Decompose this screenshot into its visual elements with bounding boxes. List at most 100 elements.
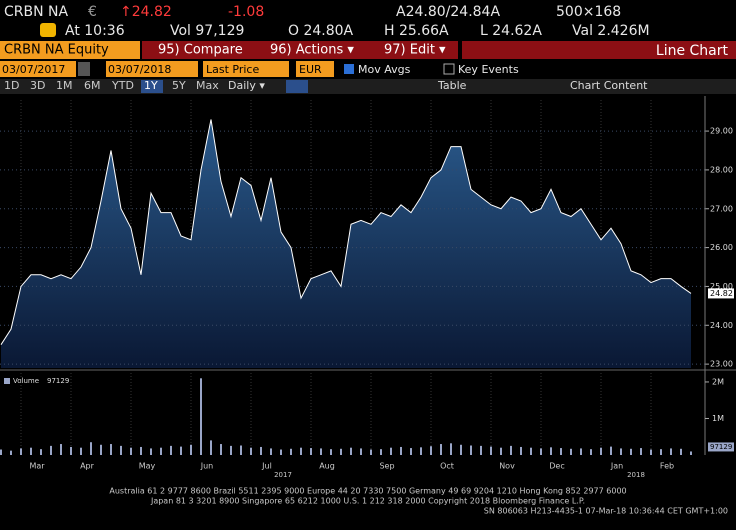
x-tick-label: Dec: [549, 462, 564, 471]
volume-bar: [470, 445, 472, 455]
compare-button[interactable]: 95) Compare: [158, 43, 243, 58]
y-tick-label: 27.00: [710, 204, 733, 213]
volume-legend-swatch: [4, 378, 10, 384]
calendar-icon[interactable]: [78, 62, 90, 76]
volume-bar: [40, 449, 42, 455]
volume-bar: [70, 446, 72, 455]
x-tick-label: Mar: [29, 462, 45, 471]
volume-bar: [400, 446, 402, 455]
period-highlight: [141, 80, 163, 93]
line-tool[interactable]: [286, 80, 308, 93]
volume-bar: [580, 448, 582, 455]
currency-box[interactable]: [296, 61, 334, 77]
actions-button[interactable]: 96) Actions ▾: [270, 43, 354, 58]
mov-avgs-checkbox[interactable]: [344, 64, 354, 74]
field-box[interactable]: [203, 61, 289, 77]
end-date: 03/07/2018: [108, 63, 171, 76]
volume-bar: [390, 447, 392, 455]
x-tick-label: Jun: [200, 462, 214, 471]
volume-bar: [200, 378, 202, 455]
y2-tick-label: 2M: [712, 377, 724, 386]
frequency[interactable]: Daily ▾: [228, 79, 265, 92]
volume-bar: [260, 446, 262, 455]
volume-bar: [430, 446, 432, 455]
chart-type[interactable]: Line Chart: [656, 43, 729, 59]
y-tick-label: 26.00: [710, 243, 733, 252]
volume-bar: [670, 448, 672, 455]
volume-bar: [600, 447, 602, 455]
volume-legend-value: 97129: [47, 377, 69, 385]
volume-bar: [110, 444, 112, 455]
volume-bar: [180, 446, 182, 455]
volume-bar: [170, 445, 172, 455]
year-label: 2018: [627, 471, 645, 479]
volume-bar: [90, 442, 92, 455]
security: CRBN NA Equity: [4, 43, 109, 58]
volume-bar: [80, 447, 82, 455]
volume-bar: [0, 449, 2, 455]
toolbar: [0, 79, 736, 94]
y2-tick-label: 1M: [712, 414, 724, 423]
period-button[interactable]: 1Y: [144, 79, 158, 92]
y-tick-label: 28.00: [710, 165, 733, 174]
volume-bar: [500, 447, 502, 455]
last-price-badge: [708, 288, 734, 299]
ticker: CRBN NA: [4, 4, 69, 20]
volume-bar: [340, 448, 342, 455]
volume-bar: [100, 444, 102, 455]
period-button[interactable]: YTD: [111, 79, 134, 92]
security-box[interactable]: [0, 41, 140, 59]
volume-bar: [480, 445, 482, 455]
period-button[interactable]: 1M: [56, 79, 73, 92]
volume-bar: [640, 448, 642, 455]
size: 500×168: [556, 4, 621, 20]
mov-avgs: Mov Avgs: [358, 63, 411, 76]
table-button[interactable]: Table: [437, 79, 467, 92]
start-date-box[interactable]: [0, 61, 76, 77]
open: O 24.80A: [288, 23, 354, 39]
footer-line: SN 806063 H213-4435-1 07-Mar-18 10:36:44…: [484, 507, 728, 516]
volume-bar: [60, 444, 62, 455]
volume-bar: [160, 447, 162, 455]
volume-bar: [520, 446, 522, 455]
edit-button[interactable]: 97) Edit ▾: [384, 43, 446, 58]
volume-bar: [150, 448, 152, 455]
volume-bar: [50, 445, 52, 455]
period-button[interactable]: 3D: [30, 79, 45, 92]
volume-bar: [420, 447, 422, 455]
alert-icon[interactable]: [40, 23, 56, 37]
volume-bar: [370, 449, 372, 455]
period-button[interactable]: 5Y: [172, 79, 186, 92]
x-tick-label: May: [139, 462, 156, 471]
volume-bar: [630, 448, 632, 455]
value-traded: Val 2.426M: [572, 23, 650, 39]
volume-legend: Volume: [13, 377, 39, 385]
volume-bar: [310, 448, 312, 455]
volume-bar: [190, 444, 192, 455]
volume-badge-label: 97129: [710, 443, 732, 451]
volume-bar: [680, 448, 682, 455]
volume-bar: [650, 449, 652, 455]
volume-bar: [410, 448, 412, 455]
field: Last Price: [206, 63, 259, 76]
x-tick-label: Sep: [379, 462, 394, 471]
end-date-box[interactable]: [106, 61, 198, 77]
volume-bar: [270, 448, 272, 455]
volume-bar: [20, 448, 22, 455]
period-button[interactable]: Max: [196, 79, 219, 92]
x-tick-label: Oct: [440, 462, 454, 471]
key-events-checkbox[interactable]: [443, 63, 455, 75]
year-label: 2017: [274, 471, 292, 479]
key-events: Key Events: [458, 63, 519, 76]
volume-bar: [290, 448, 292, 455]
volume-bar: [380, 449, 382, 455]
period-button[interactable]: 6M: [84, 79, 101, 92]
currency: €: [88, 4, 97, 20]
volume-bar: [330, 449, 332, 455]
volume-bar: [360, 448, 362, 455]
period-button[interactable]: 1D: [4, 79, 19, 92]
chart-content-button[interactable]: Chart Content: [570, 79, 648, 92]
volume-bar: [450, 443, 452, 455]
footer-line: Australia 61 2 9777 8600 Brazil 5511 239…: [109, 487, 626, 496]
